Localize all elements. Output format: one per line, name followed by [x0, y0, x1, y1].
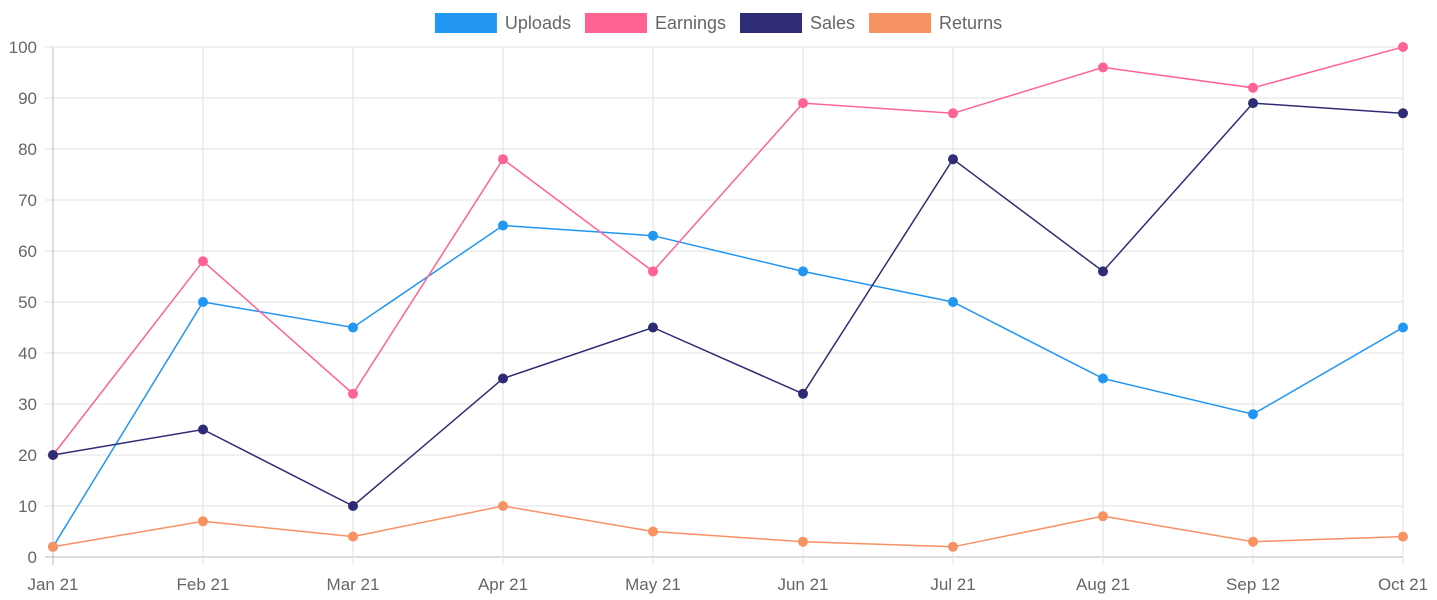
series-line-earnings	[52, 46, 1404, 456]
x-tick-label-apr-21: Apr 21	[478, 575, 528, 594]
series-line-returns	[52, 505, 1404, 548]
data-point-uploads-jun-21[interactable]	[798, 266, 808, 277]
series-group	[48, 42, 1408, 552]
y-tick-label-30: 30	[18, 395, 37, 414]
series-line-uploads	[52, 224, 1404, 548]
y-tick-label-90: 90	[18, 89, 37, 108]
data-point-uploads-sep-12[interactable]	[1248, 409, 1258, 420]
data-point-uploads-aug-21[interactable]	[1098, 373, 1108, 384]
y-tick-label-50: 50	[18, 293, 37, 312]
data-point-uploads-may-21[interactable]	[648, 230, 658, 241]
series-uploads	[48, 220, 1408, 552]
legend-swatch-earnings	[584, 13, 647, 33]
data-point-uploads-apr-21[interactable]	[498, 220, 508, 231]
series-sales	[48, 98, 1408, 511]
axes: 0 10 20 30 40 50 60 70 80 90 100 Jan 21 Feb 21 Mar 21…	[9, 38, 1428, 594]
data-point-returns-jan-21[interactable]	[48, 541, 58, 552]
data-point-earnings-apr-21[interactable]	[498, 154, 508, 165]
data-point-sales-may-21[interactable]	[648, 322, 658, 333]
x-tick-label-feb-21: Feb 21	[177, 575, 230, 594]
data-point-returns-mar-21[interactable]	[348, 531, 358, 542]
data-point-earnings-sep-12[interactable]	[1248, 82, 1258, 93]
data-point-returns-apr-21[interactable]	[498, 501, 508, 511]
y-tick-label-60: 60	[18, 242, 37, 261]
data-point-earnings-oct-21[interactable]	[1398, 42, 1408, 52]
data-point-sales-feb-21[interactable]	[198, 424, 208, 435]
legend-swatch-returns	[869, 13, 932, 33]
legend-item-uploads[interactable]: Uploads	[434, 13, 571, 33]
legend-item-sales[interactable]: Sales	[740, 13, 855, 33]
x-tick-label-may-21: May 21	[625, 575, 681, 594]
data-point-earnings-jul-21[interactable]	[948, 108, 958, 119]
data-point-sales-sep-12[interactable]	[1248, 98, 1258, 109]
y-tick-label-80: 80	[18, 140, 37, 159]
y-tick-label-40: 40	[18, 344, 37, 363]
data-point-returns-jul-21[interactable]	[948, 541, 958, 552]
grid	[45, 46, 1404, 565]
data-point-earnings-aug-21[interactable]	[1098, 62, 1108, 73]
series-line-sales	[52, 102, 1404, 507]
data-point-uploads-oct-21[interactable]	[1398, 322, 1408, 333]
data-point-sales-apr-21[interactable]	[498, 373, 508, 384]
data-point-returns-aug-21[interactable]	[1098, 511, 1108, 522]
data-point-sales-aug-21[interactable]	[1098, 266, 1108, 277]
data-point-returns-oct-21[interactable]	[1398, 531, 1408, 542]
data-point-sales-jul-21[interactable]	[948, 154, 958, 165]
y-tick-label-10: 10	[18, 497, 37, 516]
data-point-sales-mar-21[interactable]	[348, 501, 358, 511]
legend-label-sales: Sales	[810, 13, 855, 33]
data-point-uploads-feb-21[interactable]	[198, 297, 208, 307]
data-point-uploads-jul-21[interactable]	[948, 297, 958, 307]
legend-label-earnings: Earnings	[655, 13, 726, 33]
data-point-earnings-mar-21[interactable]	[348, 388, 358, 399]
data-point-earnings-may-21[interactable]	[648, 266, 658, 277]
x-tick-label-jan-21: Jan 21	[27, 575, 78, 594]
data-point-returns-may-21[interactable]	[648, 526, 658, 537]
data-point-sales-jun-21[interactable]	[798, 388, 808, 399]
data-point-returns-sep-12[interactable]	[1248, 536, 1258, 547]
x-tick-label-jul-21: Jul 21	[930, 575, 975, 594]
data-point-sales-oct-21[interactable]	[1398, 108, 1408, 119]
legend-swatch-sales	[740, 13, 803, 33]
legend-label-uploads: Uploads	[505, 13, 571, 33]
x-tick-label-jun-21: Jun 21	[777, 575, 828, 594]
data-point-earnings-jun-21[interactable]	[798, 98, 808, 109]
legend-swatch-uploads	[434, 13, 497, 33]
data-point-sales-jan-21[interactable]	[48, 450, 58, 460]
data-point-returns-feb-21[interactable]	[198, 516, 208, 527]
data-point-uploads-mar-21[interactable]	[348, 322, 358, 333]
data-point-returns-jun-21[interactable]	[798, 536, 808, 547]
y-tick-label-70: 70	[18, 191, 37, 210]
legend-item-returns[interactable]: Returns	[869, 13, 1002, 33]
data-point-earnings-feb-21[interactable]	[198, 256, 208, 267]
x-tick-label-mar-21: Mar 21	[327, 575, 380, 594]
x-tick-label-oct-21: Oct 21	[1378, 575, 1428, 594]
series-returns	[48, 501, 1408, 552]
y-tick-label-0: 0	[28, 548, 37, 567]
legend-item-earnings[interactable]: Earnings	[584, 13, 726, 33]
x-tick-label-aug-21: Aug 21	[1076, 575, 1130, 594]
legend-label-returns: Returns	[939, 13, 1002, 33]
y-tick-label-100: 100	[9, 38, 37, 57]
y-tick-label-20: 20	[18, 446, 37, 465]
legend: Uploads Earnings Sales Returns	[434, 13, 1002, 33]
x-tick-label-sep-12: Sep 12	[1226, 575, 1280, 594]
